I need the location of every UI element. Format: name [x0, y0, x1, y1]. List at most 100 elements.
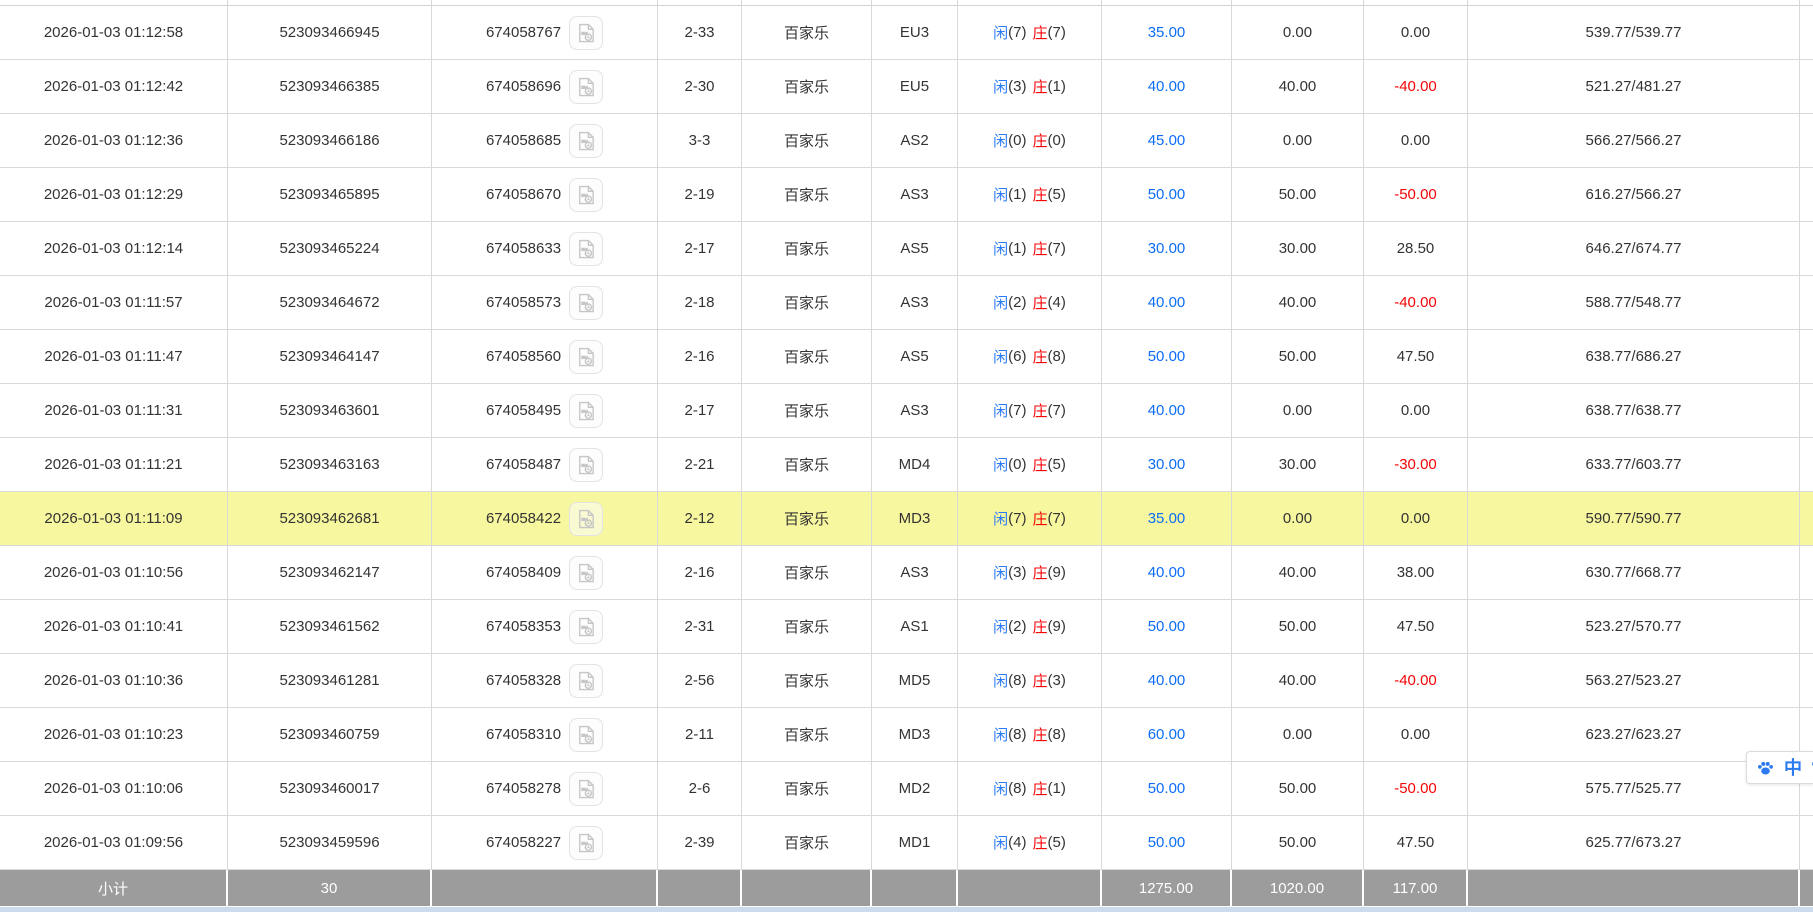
video-record-icon [575, 292, 597, 314]
table-row[interactable]: 2026-01-03 01:12:58 523093466945 6740587… [0, 6, 1813, 60]
player-label: 闲 [993, 241, 1009, 258]
cell-bet-amount[interactable]: 30.00 [1102, 222, 1232, 276]
cell-winloss: -30.00 [1364, 438, 1468, 492]
banker-count: (9) [1047, 618, 1066, 635]
cell-bet-id: 523093466945 [228, 6, 432, 60]
ime-toolbar[interactable]: 中 °, [1746, 751, 1813, 784]
table-row[interactable]: 2026-01-03 01:10:41 523093461562 6740583… [0, 600, 1813, 654]
cell-bet-id: 523093466385 [228, 60, 432, 114]
cell-game-type: 百家乐 [742, 330, 872, 384]
table-row[interactable]: 2026-01-03 01:11:09 523093462681 6740584… [0, 492, 1813, 546]
cell-bet-amount[interactable]: 50.00 [1102, 600, 1232, 654]
table-row[interactable]: 2026-01-03 01:12:14 523093465224 6740586… [0, 222, 1813, 276]
video-replay-button[interactable] [569, 15, 604, 50]
table-row[interactable]: 2026-01-03 01:10:23 523093460759 6740583… [0, 708, 1813, 762]
cell-table-code: AS3 [872, 276, 958, 330]
video-replay-button[interactable] [569, 393, 604, 428]
cell-valid-amount: 40.00 [1232, 276, 1364, 330]
cell-game-result: 闲 (2) 庄 (9) [958, 600, 1102, 654]
cell-game-type: 百家乐 [742, 60, 872, 114]
video-record-icon [575, 670, 597, 692]
cell-bet-amount[interactable]: 40.00 [1102, 546, 1232, 600]
cell-table-code: AS3 [872, 384, 958, 438]
cell-game-type: 百家乐 [742, 168, 872, 222]
video-replay-button[interactable] [569, 555, 604, 590]
cell-shoe-round: 2-56 [658, 654, 742, 708]
cell-balance: 539.77/539.77 [1468, 6, 1800, 60]
cell-bet-time: 2026-01-03 01:10:23 [0, 708, 228, 762]
cell-bet-amount[interactable]: 35.00 [1102, 492, 1232, 546]
cell-winloss: 28.50 [1364, 222, 1468, 276]
cell-round-id: 674058685 [432, 114, 658, 168]
player-label: 闲 [993, 187, 1009, 204]
video-record-icon [575, 724, 597, 746]
video-replay-button[interactable] [569, 231, 604, 266]
baidu-ime-paw-icon[interactable] [1756, 758, 1775, 777]
player-label: 闲 [993, 457, 1009, 474]
table-row[interactable]: 2026-01-03 01:11:57 523093464672 6740585… [0, 276, 1813, 330]
table-row[interactable]: 2026-01-03 01:12:36 523093466186 6740586… [0, 114, 1813, 168]
cell-bet-amount[interactable]: 50.00 [1102, 330, 1232, 384]
player-label: 闲 [993, 727, 1009, 744]
video-replay-button[interactable] [569, 825, 604, 860]
cell-game-result: 闲 (8) 庄 (8) [958, 708, 1102, 762]
cell-bet-amount[interactable]: 35.00 [1102, 6, 1232, 60]
video-replay-button[interactable] [569, 771, 604, 806]
video-replay-button[interactable] [569, 69, 604, 104]
round-id-text: 674058353 [485, 618, 562, 635]
cell-bet-amount[interactable]: 45.00 [1102, 114, 1232, 168]
ime-language-mode[interactable]: 中 [1784, 757, 1802, 778]
table-row[interactable]: 2026-01-03 01:10:56 523093462147 6740584… [0, 546, 1813, 600]
ime-punctuation-toggle[interactable]: °, [1811, 760, 1813, 775]
cell-bet-amount[interactable]: 50.00 [1102, 762, 1232, 816]
cell-bet-amount[interactable]: 60.00 [1102, 708, 1232, 762]
table-row[interactable]: 2026-01-03 01:10:36 523093461281 6740583… [0, 654, 1813, 708]
table-row[interactable]: 2026-01-03 01:12:42 523093466385 6740586… [0, 60, 1813, 114]
video-replay-button[interactable] [569, 717, 604, 752]
cell-valid-amount: 0.00 [1232, 6, 1364, 60]
cell-bet-amount[interactable]: 50.00 [1102, 816, 1232, 870]
table-row[interactable]: 2026-01-03 01:11:47 523093464147 6740585… [0, 330, 1813, 384]
table-row[interactable]: 2026-01-03 01:09:56 523093459596 6740582… [0, 816, 1813, 870]
cell-bet-amount[interactable]: 30.00 [1102, 438, 1232, 492]
cell-shoe-round: 2-6 [658, 762, 742, 816]
cell-bet-amount[interactable]: 40.00 [1102, 384, 1232, 438]
cell-round-id: 674058560 [432, 330, 658, 384]
cell-bet-amount[interactable]: 40.00 [1102, 60, 1232, 114]
cell-winloss: 0.00 [1364, 114, 1468, 168]
player-count: (0) [1008, 132, 1027, 149]
round-id-text: 674058670 [485, 186, 562, 203]
cell-valid-amount: 30.00 [1232, 438, 1364, 492]
table-row[interactable]: 2026-01-03 01:11:31 523093463601 6740584… [0, 384, 1813, 438]
cell-bet-amount[interactable]: 40.00 [1102, 654, 1232, 708]
cell-balance: 616.27/566.27 [1468, 168, 1800, 222]
video-replay-button[interactable] [569, 177, 604, 212]
video-replay-button[interactable] [569, 285, 604, 320]
video-replay-button[interactable] [569, 447, 604, 482]
table-row[interactable]: 2026-01-03 01:11:21 523093463163 6740584… [0, 438, 1813, 492]
table-row[interactable]: 2026-01-03 01:12:29 523093465895 6740586… [0, 168, 1813, 222]
cell-valid-amount: 50.00 [1232, 330, 1364, 384]
video-record-icon [575, 562, 597, 584]
video-replay-button[interactable] [569, 609, 604, 644]
cell-bet-amount[interactable]: 50.00 [1102, 168, 1232, 222]
cell-game-type: 百家乐 [742, 546, 872, 600]
cell-valid-amount: 0.00 [1232, 384, 1364, 438]
cell-balance: 638.77/686.27 [1468, 330, 1800, 384]
cell-round-id: 674058353 [432, 600, 658, 654]
cell-bet-amount[interactable]: 40.00 [1102, 276, 1232, 330]
cell-balance: 638.77/638.77 [1468, 384, 1800, 438]
player-label: 闲 [993, 25, 1009, 42]
cell-spacer [1800, 222, 1813, 276]
video-replay-button[interactable] [569, 339, 604, 374]
cell-table-code: EU5 [872, 60, 958, 114]
player-label: 闲 [993, 403, 1009, 420]
cell-balance: 575.77/525.77 [1468, 762, 1800, 816]
video-replay-button[interactable] [569, 501, 604, 536]
player-count: (2) [1008, 294, 1027, 311]
video-replay-button[interactable] [569, 663, 604, 698]
cell-shoe-round: 2-16 [658, 546, 742, 600]
table-row[interactable]: 2026-01-03 01:10:06 523093460017 6740582… [0, 762, 1813, 816]
banker-label: 庄 [1032, 25, 1048, 42]
video-replay-button[interactable] [569, 123, 604, 158]
